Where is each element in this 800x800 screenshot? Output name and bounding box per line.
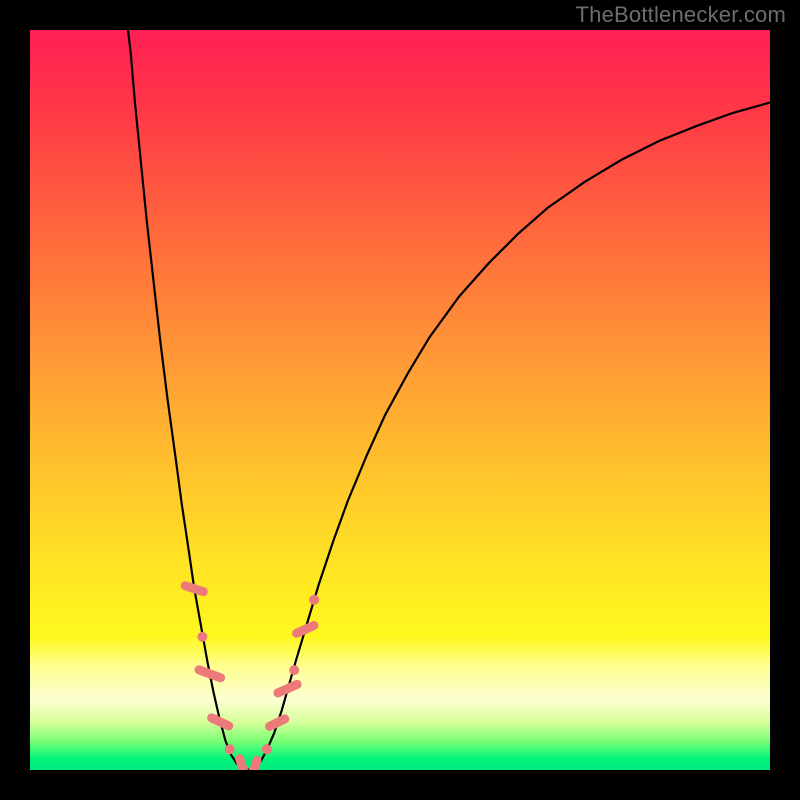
frame-bottom — [0, 770, 800, 800]
watermark-text: TheBottlenecker.com — [576, 2, 786, 28]
frame-left — [0, 0, 30, 800]
gradient-background — [30, 30, 770, 770]
plot-area — [30, 30, 770, 770]
stage: TheBottlenecker.com — [0, 0, 800, 800]
frame-right — [770, 0, 800, 800]
